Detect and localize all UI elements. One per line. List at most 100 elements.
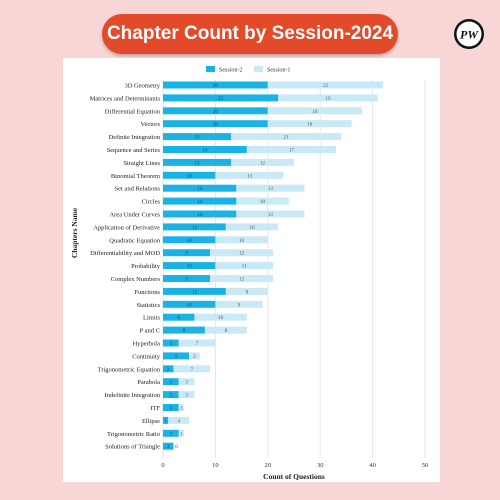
- data-label-session-2: 3: [170, 342, 173, 347]
- bar-session-1: [210, 275, 274, 282]
- category-label: Limits: [143, 315, 160, 322]
- data-label-session-2: 5: [175, 355, 178, 360]
- category-label: Functions: [134, 289, 160, 296]
- data-label-session-1: 11: [242, 265, 247, 270]
- category-label: Circles: [142, 199, 161, 206]
- category-label: Hyperbola: [133, 341, 161, 348]
- bar-session-1: [246, 146, 336, 153]
- bar-session-2: [163, 197, 237, 205]
- legend-label-session-1: Session-1: [267, 68, 290, 74]
- bar-session-1: [278, 94, 378, 102]
- bar-session-2: [163, 94, 279, 102]
- bar-session-2: [163, 236, 216, 244]
- category-label: Trigonometric Equation: [98, 366, 161, 373]
- data-label-session-1: 3: [185, 394, 188, 399]
- bar-session-1: [178, 339, 216, 347]
- bar-session-1: [215, 171, 284, 179]
- bar-session-2: [163, 442, 174, 450]
- bar-session-1: [178, 378, 195, 386]
- bar-session-2: [163, 81, 268, 89]
- data-label-session-2: 10: [187, 265, 193, 270]
- data-label-session-2: 16: [202, 149, 208, 154]
- data-label-session-2: 13: [195, 161, 201, 166]
- bar-session-2: [163, 339, 179, 347]
- bar-session-1: [168, 416, 190, 424]
- data-label-session-1: 13: [268, 213, 274, 218]
- bar-session-1: [236, 210, 305, 218]
- legend-swatch-session-2: [206, 66, 215, 72]
- category-label: Differentiability and MOD: [90, 250, 160, 257]
- category-label: Complex Numbers: [111, 276, 161, 283]
- bar-session-2: [163, 275, 211, 282]
- x-tick-label: 0: [161, 462, 164, 469]
- data-label-session-1: 21: [284, 136, 290, 141]
- data-label-session-1: 10: [250, 226, 256, 231]
- x-axis-title: Count of Questions: [263, 472, 325, 481]
- bar-session-1: [215, 262, 274, 270]
- bar-session-2: [163, 429, 179, 437]
- category-label: P and C: [140, 328, 160, 335]
- bar-session-1: [236, 197, 289, 205]
- bar-session-2: [163, 184, 237, 192]
- data-label-session-1: 12: [239, 252, 245, 257]
- bar-session-2: [163, 107, 268, 115]
- data-label-session-2: 3: [170, 407, 173, 412]
- bar-session-1: [173, 365, 211, 373]
- bar-session-2: [163, 171, 216, 179]
- x-tick-label: 30: [317, 462, 324, 469]
- bar-session-1: [267, 81, 384, 89]
- category-label: Binomial Theorem: [111, 173, 160, 180]
- bar-session-1: [267, 107, 363, 115]
- category-label: ITF: [150, 405, 160, 412]
- data-label-session-2: 2: [167, 445, 170, 450]
- bar-session-2: [163, 133, 232, 141]
- bar-session-2: [163, 262, 216, 270]
- data-label-session-2: 12: [192, 226, 198, 231]
- bar-session-1: [178, 429, 184, 437]
- data-label-session-1: 12: [260, 161, 266, 166]
- bar-session-2: [163, 300, 216, 308]
- legend-swatch-session-1: [254, 66, 263, 72]
- data-label-session-2: 13: [195, 136, 201, 141]
- data-label-session-2: 14: [197, 200, 203, 205]
- category-label: Trigonometric Ratio: [107, 431, 160, 438]
- data-label-session-1: 9: [238, 303, 241, 308]
- bar-session-2: [163, 120, 268, 128]
- data-label-session-2: 20: [213, 110, 219, 115]
- data-label-session-1: 8: [225, 329, 228, 334]
- data-label-session-1: 1: [180, 432, 183, 437]
- x-tick-label: 40: [369, 462, 376, 469]
- data-label-session-2: 10: [187, 174, 193, 179]
- bar-session-2: [163, 391, 179, 399]
- data-label-session-1: 19: [326, 97, 332, 102]
- data-label-session-1: 22: [323, 84, 329, 89]
- data-label-session-1: 0: [175, 445, 178, 450]
- data-label-session-2: 2: [167, 368, 170, 373]
- category-label: Straight Lines: [123, 160, 160, 167]
- bar-session-2: [163, 352, 190, 360]
- data-label-session-1: 3: [185, 381, 188, 386]
- bar-session-2: [163, 378, 179, 386]
- data-label-session-2: 3: [170, 432, 173, 437]
- bar-session-2: [163, 223, 226, 231]
- category-label: 3D Geometry: [124, 83, 160, 90]
- bar-session-2: [163, 404, 179, 411]
- data-label-session-2: 3: [170, 381, 173, 386]
- category-label: Application of Derivative: [93, 224, 160, 231]
- bar-session-1: [210, 249, 274, 257]
- bar-session-2: [163, 313, 195, 321]
- data-label-session-1: 12: [239, 278, 245, 283]
- data-label-session-1: 10: [239, 239, 245, 244]
- data-label-session-1: 13: [268, 187, 274, 192]
- bar-session-2: [163, 158, 232, 166]
- category-label: Continuity: [132, 353, 161, 360]
- bar-session-1: [267, 120, 352, 128]
- bar-session-1: [215, 236, 268, 244]
- category-label: Area Under Curves: [109, 212, 160, 219]
- data-label-session-1: 8: [246, 290, 249, 295]
- y-axis-title: Chapters Name: [70, 207, 79, 258]
- category-label: Parabola: [137, 379, 160, 386]
- bar-session-2: [163, 249, 211, 257]
- data-label-session-2: 8: [183, 329, 186, 334]
- category-label: Indefinite Integration: [105, 392, 161, 399]
